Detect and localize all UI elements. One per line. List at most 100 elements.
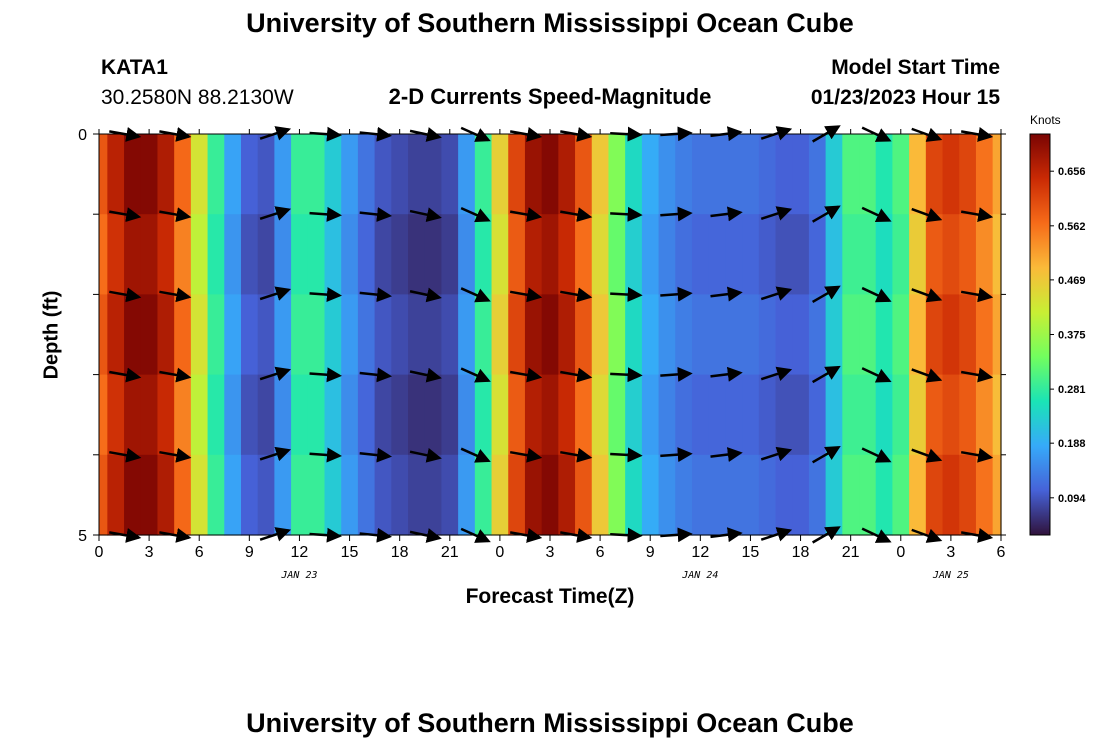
heatmap-cell [758,294,777,376]
heatmap-cell [708,374,726,456]
heatmap-cell [274,294,292,376]
heatmap-cell [775,454,793,536]
heatmap-cell [758,134,777,215]
current-vector-arrow [159,287,192,303]
current-vector-arrow [309,447,342,463]
current-vector-arrow [359,207,393,222]
current-vector-arrow [710,286,743,302]
colorbar-tick-label: 0.281 [1058,384,1086,396]
heatmap-cell [625,374,643,456]
heatmap-cell [140,374,159,456]
current-vector-arrow [560,287,593,303]
current-vector-arrow [159,207,192,223]
current-vector-arrow [309,206,342,222]
current-vector-arrow [960,287,994,303]
heatmap-cell [124,454,142,536]
heatmap-cell [291,214,309,295]
current-vector-arrow [509,287,543,303]
x-tick-label: 0 [95,544,104,561]
current-vector-arrow [109,287,142,303]
heatmap-cell [508,134,526,215]
heatmap-cell [240,134,259,215]
date-label: JAN 23 [280,570,317,581]
heatmap-cell [190,294,209,376]
heatmap-cell [675,134,693,215]
heatmap-cell [324,454,342,536]
heatmap-cell [925,134,944,215]
current-vector-arrow [109,447,142,463]
current-vector-arrow [259,446,292,462]
current-vector-arrow [359,447,393,463]
heatmap-cell [959,214,977,295]
heatmap-cell [942,134,960,215]
heatmap-cell [825,374,843,456]
heatmap-cell [408,374,426,456]
heatmap-cell [641,374,660,456]
current-vector-arrow [710,366,743,382]
current-vector-arrow [911,368,943,383]
heatmap-cell [474,374,493,456]
heatmap-cell [424,294,443,376]
heatmap-cell [541,454,559,536]
heatmap-cell [391,134,409,215]
heatmap-cell [742,454,760,536]
heatmap-cell [608,294,626,376]
current-vector-arrow [861,206,892,223]
heatmap-cell [124,134,142,215]
current-vector-arrow [509,367,543,383]
current-vector-arrow [861,447,892,463]
current-vector-arrow [509,447,543,463]
heatmap-cell [975,214,994,295]
heatmap-cell [892,214,910,295]
heatmap-cell [875,294,894,376]
heatmap-cell [875,214,894,295]
heatmap-cell [608,134,626,215]
current-vector-arrow [309,287,342,303]
heatmap-cell [625,454,643,536]
heatmap-cell [107,374,125,456]
heatmap-cell [959,134,977,215]
heatmap-cell [257,454,275,536]
current-vector-arrow [109,367,142,383]
heatmap-cell [842,214,860,295]
current-vector-arrow [259,206,292,221]
heatmap-cell [725,454,743,536]
heatmap-cell [124,294,142,376]
date-label: JAN 24 [681,570,718,581]
current-vector-arrow [911,207,943,223]
heatmap-cell [842,454,860,536]
colorbar-tick-label: 0.375 [1058,330,1086,342]
heatmap-cell [775,294,793,376]
heatmap-cell [825,454,843,536]
heatmap-cell [140,214,159,295]
heatmap-cell [675,454,693,536]
heatmap-cell [859,454,877,536]
heatmap-cell [909,134,927,215]
current-vector-arrow [409,367,442,383]
heatmap-cell [842,294,860,376]
heatmap-cell [792,374,810,456]
heatmap-cell [725,294,743,376]
current-vector-arrow [710,206,743,222]
heatmap-cell [124,374,142,456]
heatmap-cell [291,454,309,536]
current-vector-arrow [409,207,442,223]
heatmap-cell [324,374,342,456]
current-vector-arrow [960,367,994,383]
heatmap-cell [808,134,827,215]
heatmap-cell [441,214,459,295]
current-vector-arrow [710,447,743,462]
heatmap-cell [691,134,710,215]
heatmap-cell [658,454,676,536]
heatmap-cell [541,134,559,215]
heatmap-cell [959,294,977,376]
heatmap-cell [441,294,459,376]
heatmap-cell [474,134,493,215]
current-vector-arrow [159,447,192,463]
colorbar-tick-label: 0.562 [1058,221,1086,233]
heatmap-cell [508,374,526,456]
colorbar-tick-label: 0.656 [1058,166,1086,178]
heatmap-cell [775,134,793,215]
colorbar-unit-label: Knots [1030,113,1061,127]
colorbar-tick-label: 0.469 [1058,275,1086,287]
